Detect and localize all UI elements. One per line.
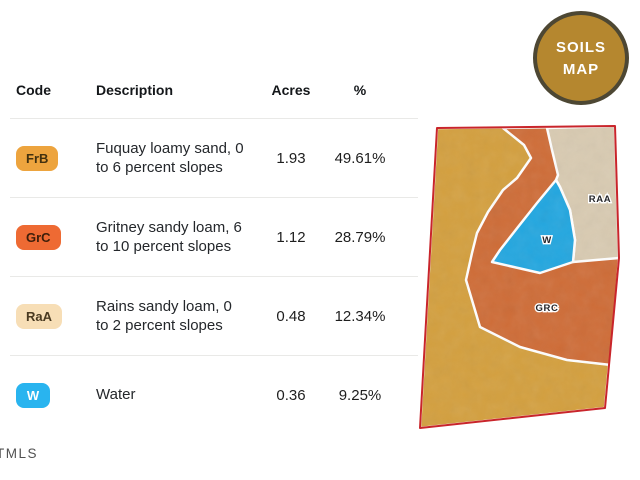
description-cell: Water xyxy=(96,386,136,404)
table-row: GrC Gritney sandy loam, 6 to 10 percent … xyxy=(10,197,418,276)
map-label-grc: GRC xyxy=(536,303,559,314)
soils-map-stamp: SOILS MAP xyxy=(533,11,629,105)
code-badge: FrB xyxy=(16,145,59,171)
table-row: FrB Fuquay loamy sand, 0 to 6 percent sl… xyxy=(10,118,418,197)
column-header-percent: % xyxy=(353,82,367,98)
acres-cell: 0.48 xyxy=(276,307,306,325)
soil-map: RAA W GRC xyxy=(418,124,621,430)
column-header-code: Code xyxy=(16,82,51,98)
code-badge: RaA xyxy=(16,303,63,329)
code-badge: W xyxy=(16,382,50,408)
map-texture xyxy=(420,126,619,428)
column-header-description: Description xyxy=(96,82,174,98)
map-label-raa: RAA xyxy=(589,194,611,205)
column-header-acres: Acres xyxy=(271,82,311,98)
stamp-line1: SOILS xyxy=(555,38,606,56)
percent-cell: 12.34% xyxy=(334,307,386,325)
watermark: TMLS xyxy=(0,446,39,461)
description-cell: Rains sandy loam, 0 to 2 percent slopes xyxy=(96,297,232,335)
percent-cell: 49.61% xyxy=(334,149,386,167)
percent-cell: 28.79% xyxy=(334,228,386,246)
stamp-line2: MAP xyxy=(562,60,600,78)
percent-cell: 9.25% xyxy=(338,386,382,404)
acres-cell: 1.93 xyxy=(276,149,306,167)
table-row: W Water 0.36 9.25% xyxy=(10,355,418,434)
code-badge: GrC xyxy=(16,224,61,250)
acres-cell: 1.12 xyxy=(276,228,306,246)
soil-legend-table: Code Description Acres % FrB Fuquay loam… xyxy=(10,80,418,434)
acres-cell: 0.36 xyxy=(276,386,306,404)
table-row: RaA Rains sandy loam, 0 to 2 percent slo… xyxy=(10,276,418,355)
description-cell: Gritney sandy loam, 6 to 10 percent slop… xyxy=(96,218,242,256)
map-label-w: W xyxy=(542,235,552,246)
table-header-row: Code Description Acres % xyxy=(10,80,418,118)
map-outline xyxy=(419,125,620,429)
description-cell: Fuquay loamy sand, 0 to 6 percent slopes xyxy=(96,139,244,177)
